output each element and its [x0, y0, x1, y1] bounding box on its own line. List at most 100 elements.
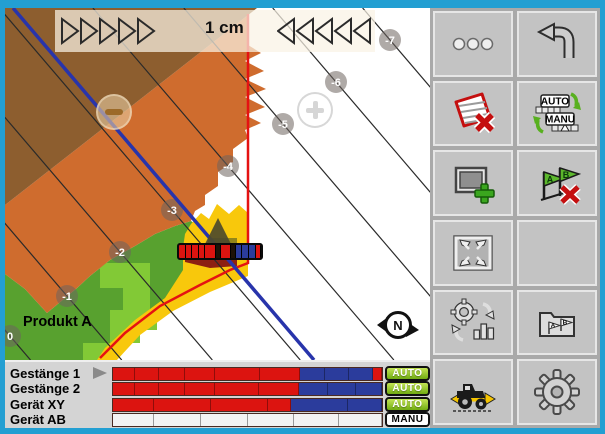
boom-section: [230, 245, 236, 258]
mode-badge[interactable]: AUTO: [385, 366, 430, 381]
more-options-button[interactable]: [433, 11, 513, 77]
mode-badge[interactable]: MANU: [385, 412, 430, 427]
product-label: Produkt A: [23, 314, 92, 330]
scale-bar: 1 cm: [55, 10, 375, 52]
ab-guidance-line: [11, 8, 316, 360]
section-segment: [268, 398, 291, 411]
section-bar: [112, 397, 383, 412]
device-label: Gerät AB: [10, 412, 66, 427]
boom-section: [248, 245, 257, 258]
section-segment: [291, 398, 348, 411]
status-row: Gestänge 1 AUTO: [5, 366, 430, 381]
svg-text:-2: -2: [115, 247, 125, 259]
implement-boom: [177, 243, 263, 260]
field-delete-icon: [454, 92, 496, 134]
switch-view-button[interactable]: [433, 289, 513, 356]
section-segment: [248, 414, 294, 426]
section-segment: [260, 368, 300, 380]
section-segment: [135, 368, 159, 380]
section-bar: [112, 367, 383, 381]
flag-b-label: B: [563, 170, 570, 180]
section-segment: [154, 414, 201, 426]
section-segment: [135, 383, 159, 395]
flag-a-label: A: [551, 323, 556, 330]
boom-section: [216, 245, 222, 258]
auto-manu-toggle-button[interactable]: AUTO MANU: [517, 80, 597, 147]
back-arrow-icon: [536, 22, 575, 58]
shift-right-arrows-icon[interactable]: [61, 17, 157, 45]
boom-section: [221, 245, 231, 258]
section-segment: [154, 398, 211, 411]
section-segment: [185, 383, 215, 395]
section-segment: [215, 383, 259, 395]
section-segment: [201, 414, 248, 426]
back-button[interactable]: [517, 11, 597, 77]
gear-icon: [534, 369, 580, 416]
section-segment: [113, 398, 154, 411]
softkey-panel: AUTO MANU A B: [430, 8, 600, 428]
section-segment: [113, 368, 135, 380]
section-bar: [112, 413, 383, 427]
zoom-in-button[interactable]: [297, 92, 333, 128]
svg-text:0: 0: [7, 331, 13, 343]
section-segment: [159, 368, 185, 380]
auto-manu-icon: AUTO MANU: [533, 92, 581, 135]
field-boundary-red: [99, 14, 250, 359]
delete-ab-line-button[interactable]: A B: [517, 150, 597, 216]
boom-section: [198, 245, 205, 258]
section-segment: [325, 368, 349, 380]
section-segment: [259, 383, 299, 395]
section-segment: [373, 368, 382, 380]
shift-left-arrows-icon[interactable]: [277, 17, 373, 45]
status-row: Gerät XY AUTO: [5, 396, 430, 412]
settings-button[interactable]: [517, 359, 597, 425]
fullscreen-button[interactable]: [433, 219, 513, 286]
boom-section: [185, 245, 192, 258]
section-segment: [185, 368, 215, 380]
section-segment: [159, 383, 185, 395]
device-label: Gestänge 1: [10, 366, 81, 381]
device-label: Gerät XY: [10, 396, 65, 412]
section-segment: [299, 383, 328, 395]
delete-coverage-button[interactable]: [433, 80, 513, 147]
section-segment: [113, 383, 135, 395]
auto-label: AUTO: [541, 97, 569, 108]
section-segment: [328, 383, 356, 395]
boom-section: [192, 245, 199, 258]
svg-text:-7: -7: [385, 35, 395, 47]
section-segment: [300, 368, 325, 380]
mode-badge[interactable]: AUTO: [385, 396, 430, 412]
section-segment: [294, 414, 339, 426]
zoom-out-button[interactable]: [96, 94, 132, 130]
load-ab-lines-button[interactable]: A B: [517, 289, 597, 356]
folder-ab-icon: A B: [539, 312, 575, 338]
coverage-orange: [5, 8, 266, 313]
coverage-light-green: [100, 263, 150, 310]
minus-icon: [105, 109, 123, 115]
section-bar: [112, 382, 383, 396]
svg-text:-5: -5: [278, 119, 288, 131]
flag-a-label: A: [547, 175, 554, 185]
ab-flags-delete-icon: A B: [540, 167, 581, 206]
dots-icon: [452, 37, 494, 51]
boom-section: [256, 245, 261, 258]
svg-text:-3: -3: [167, 205, 177, 217]
driving-direction-button[interactable]: [433, 359, 513, 425]
device-label: Gestänge 2: [10, 381, 81, 396]
new-view-button[interactable]: [433, 150, 513, 216]
mode-badge[interactable]: AUTO: [385, 381, 430, 396]
boom-section: [205, 245, 217, 258]
boom-section: [179, 245, 186, 258]
section-segment: [349, 368, 373, 380]
svg-text:-1: -1: [62, 291, 72, 303]
flag-b-label: B: [563, 320, 568, 327]
svg-text:-6: -6: [331, 77, 341, 89]
section-segment: [215, 368, 260, 380]
guidance-map[interactable]: 0 -1 -2 -3 -4 -5 -6 -7 1 cm Produkt A N: [5, 8, 430, 360]
vehicle-icon: [204, 218, 232, 246]
section-segment: [113, 414, 154, 426]
compass-north-icon: N: [377, 311, 419, 339]
scale-label: 1 cm: [205, 18, 244, 37]
status-row: Gestänge 2 AUTO: [5, 381, 430, 396]
